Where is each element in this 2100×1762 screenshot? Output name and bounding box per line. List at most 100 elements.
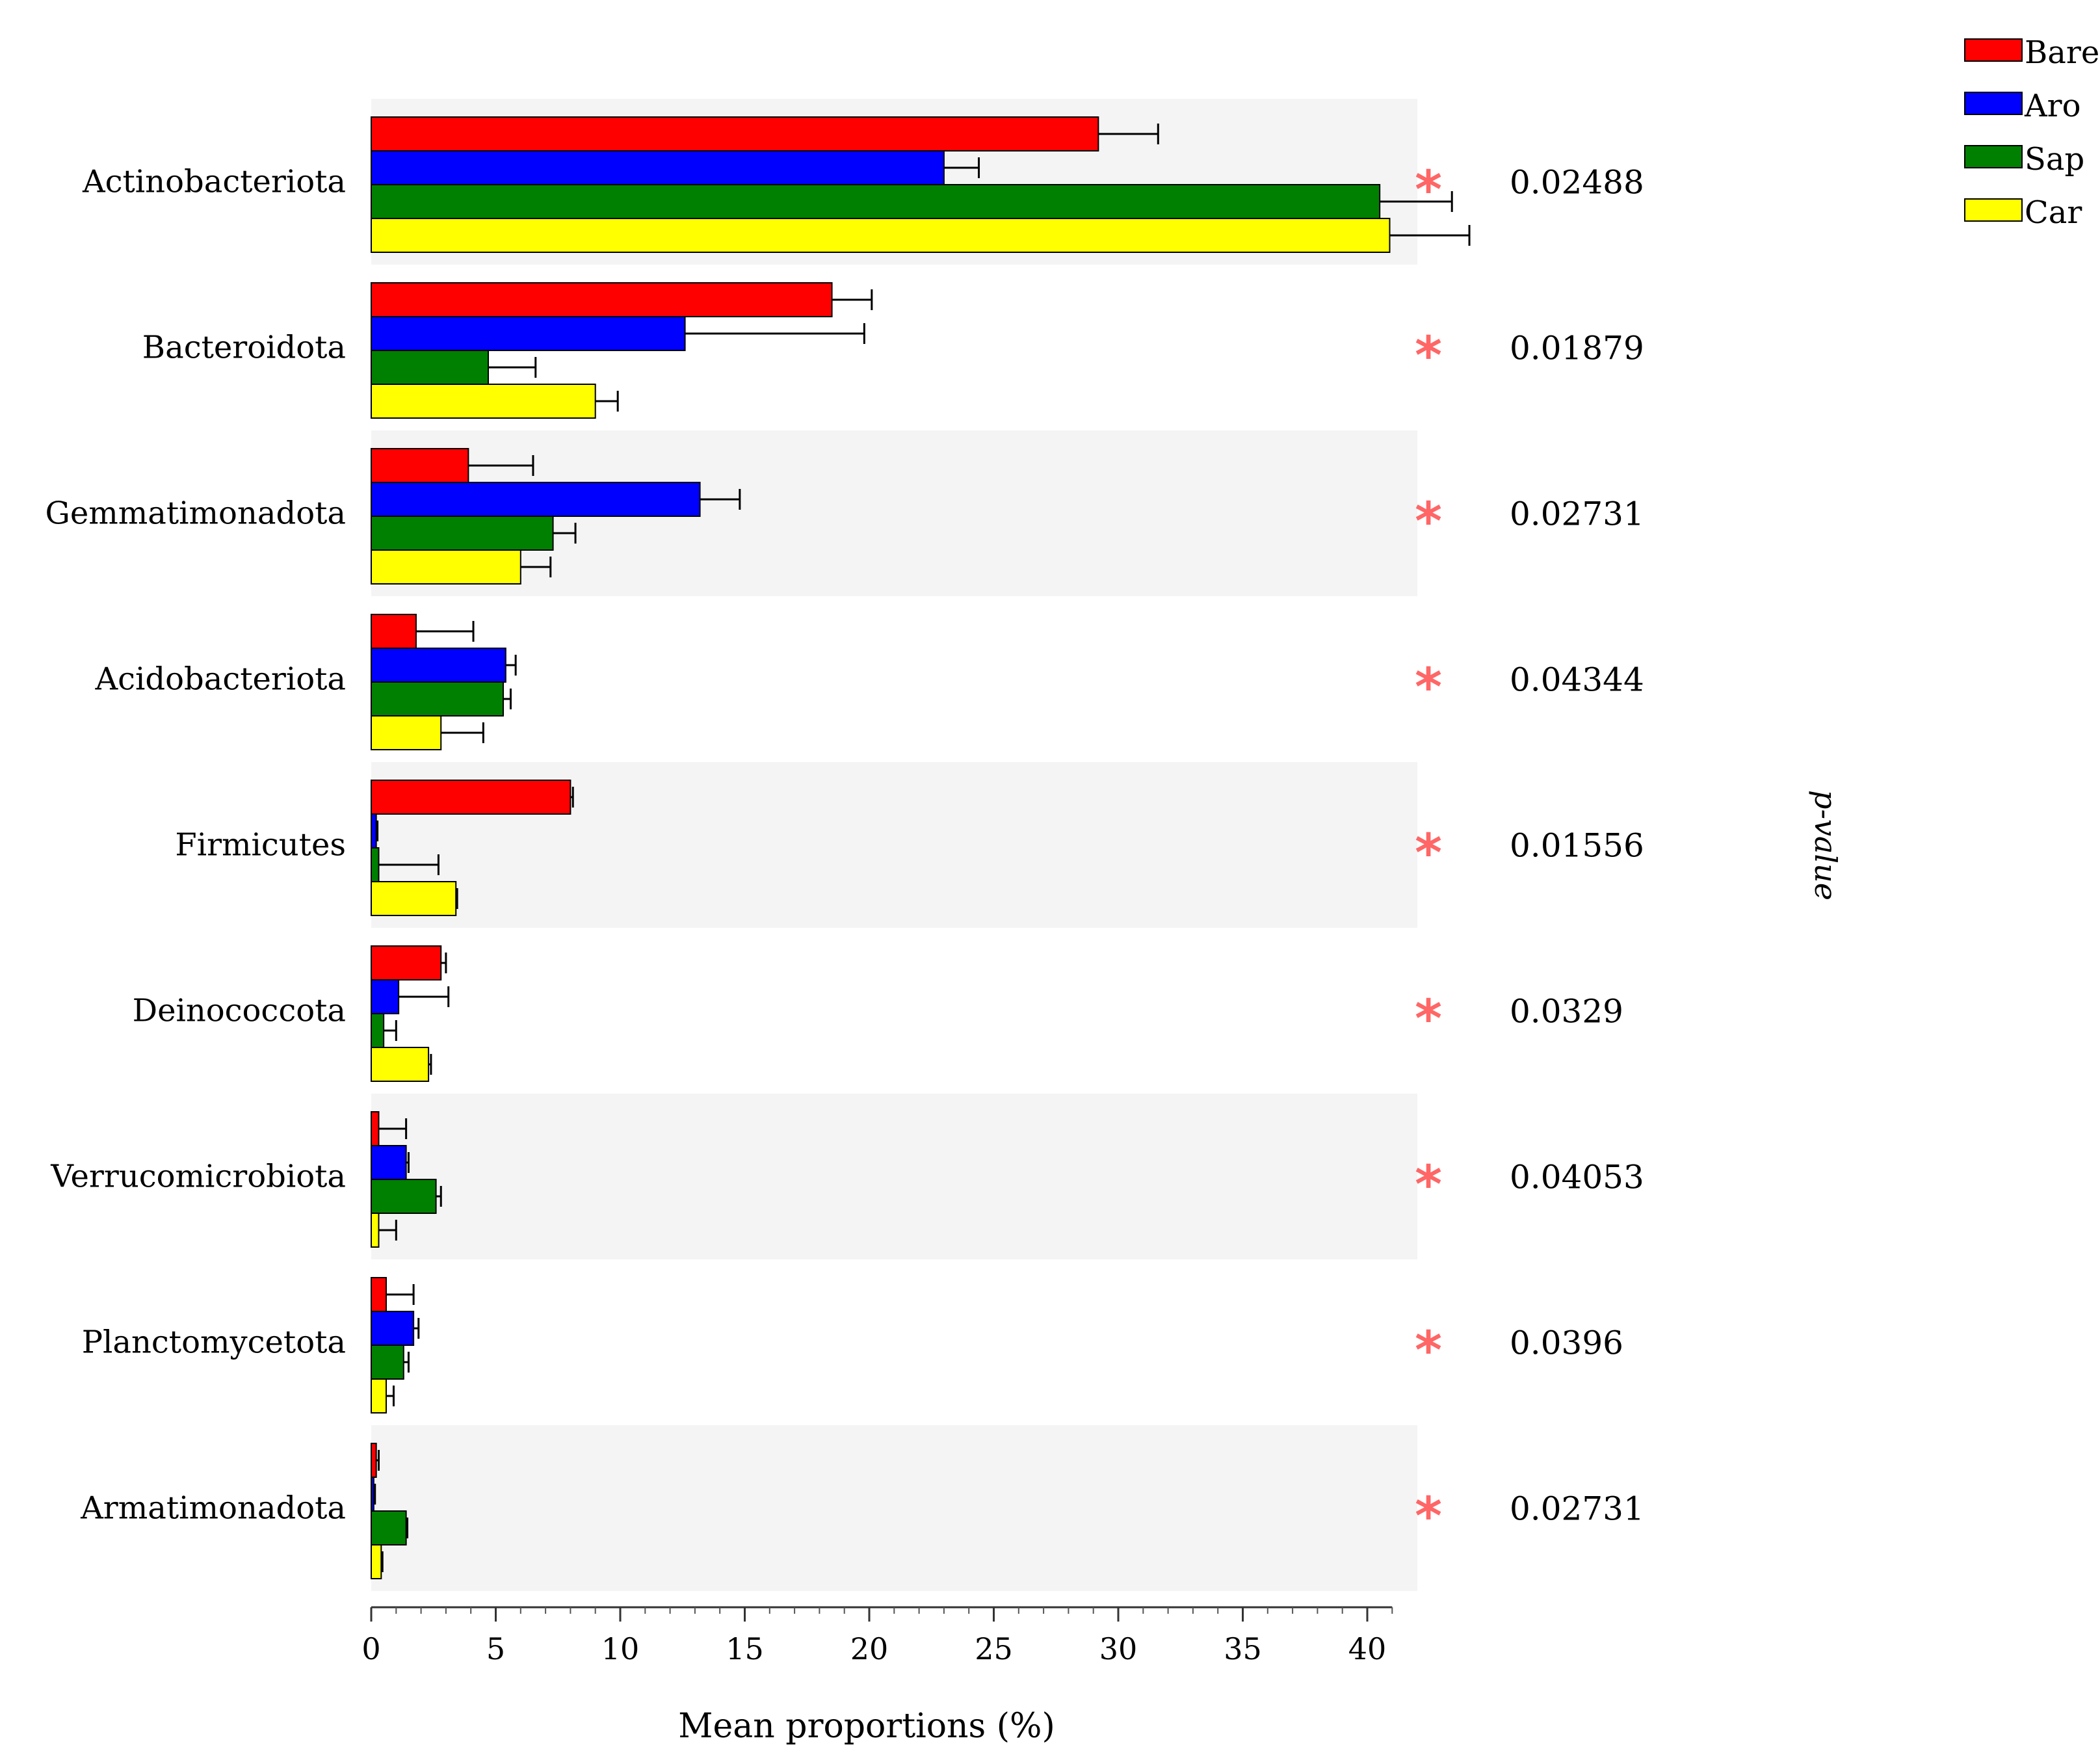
error-bar	[406, 1518, 409, 1538]
x-axis-title: Mean proportions (%)	[678, 1707, 1055, 1746]
bar-sap	[371, 1345, 404, 1380]
error-bar	[488, 357, 537, 378]
pvalue-text: 0.04344	[1510, 661, 1644, 699]
bar-aro	[371, 979, 400, 1014]
row-bands	[371, 99, 1417, 1591]
bar-car	[371, 881, 457, 916]
error-bar	[456, 888, 458, 909]
category-labels: Actinobacteriota Bacteroidota Gemmatimonad…	[45, 164, 346, 1527]
x-tick-label: 25	[975, 1631, 1013, 1666]
significance-star: *	[1415, 1486, 1442, 1547]
bar-sap	[371, 847, 380, 882]
bar-bare	[371, 780, 571, 815]
error-bar	[595, 391, 619, 412]
pvalue-text: 0.02488	[1510, 164, 1644, 202]
error-bar	[381, 1551, 384, 1572]
legend-swatch	[1964, 92, 2023, 115]
pvalue-text: 0.01556	[1510, 827, 1644, 865]
bar-car	[371, 1047, 430, 1082]
error-bar	[415, 621, 475, 642]
pvalue-text: 0.04053	[1510, 1159, 1644, 1196]
error-bar	[386, 1386, 395, 1406]
bar-bare	[371, 448, 469, 483]
bar-sap	[371, 350, 490, 385]
legend-label: Aro	[2024, 88, 2081, 124]
error-bar	[386, 1284, 415, 1305]
error-bar	[378, 1118, 408, 1139]
significance-star: *	[1415, 657, 1442, 718]
x-tick-label: 35	[1224, 1631, 1262, 1666]
x-axis: 0 5 10 15 20 25 30 35 40	[361, 1606, 1393, 1666]
significance-star: *	[1415, 989, 1442, 1049]
bar-car	[371, 1378, 387, 1414]
category-label: Bacteroidota	[142, 330, 346, 366]
error-bar	[685, 323, 865, 344]
x-tick-label: 30	[1099, 1631, 1138, 1666]
bar-sap	[371, 1510, 407, 1545]
error-bar	[832, 289, 873, 310]
error-bar	[1380, 191, 1453, 212]
bar-car	[371, 1213, 380, 1248]
error-bar	[378, 854, 440, 875]
bar-car	[371, 549, 521, 585]
bar-car	[371, 218, 1391, 253]
error-bar	[436, 1186, 442, 1207]
error-bar	[373, 1484, 376, 1505]
legend-item-aro: Aro	[1964, 88, 2081, 124]
error-bar	[378, 1220, 397, 1241]
error-bar	[503, 689, 512, 709]
bar-bare	[371, 945, 442, 980]
x-tick-label: 40	[1348, 1631, 1387, 1666]
significance-star: *	[1415, 823, 1442, 884]
bar-bare	[371, 116, 1099, 151]
x-tick-label: 5	[486, 1631, 505, 1666]
legend-swatch	[1964, 38, 2023, 62]
bar-sap	[371, 1013, 385, 1048]
legend-label: Car	[2025, 194, 2082, 231]
legend-item-bare: Bare	[1964, 34, 2099, 71]
legend-item-car: Car	[1964, 194, 2082, 231]
significance-star: *	[1415, 1321, 1442, 1381]
error-bar	[441, 953, 447, 973]
bar-sap	[371, 1179, 437, 1214]
pvalue-axis-title: p-value	[1808, 790, 1843, 901]
legend-swatch	[1964, 198, 2023, 222]
category-label: Deinococcota	[133, 993, 346, 1029]
error-bar	[428, 1054, 432, 1075]
pvalue-text: 0.0329	[1510, 993, 1623, 1031]
bar-bare	[371, 614, 417, 649]
pvalue-text: 0.01879	[1510, 330, 1644, 367]
bar-aro	[371, 813, 377, 848]
bar-car	[371, 715, 442, 750]
error-bar	[943, 157, 980, 178]
bar-aro	[371, 1311, 415, 1346]
significance-star: *	[1415, 1155, 1442, 1215]
error-bar	[553, 523, 577, 544]
pvalue-text: 0.02731	[1510, 495, 1644, 533]
bar-aro	[371, 1477, 374, 1512]
error-bar	[700, 489, 741, 510]
category-label: Armatimonadota	[80, 1490, 346, 1527]
error-bar	[399, 986, 450, 1007]
x-tick-label: 15	[726, 1631, 764, 1666]
significance-star: *	[1415, 160, 1442, 220]
error-bar	[384, 1020, 397, 1041]
bar-aro	[371, 482, 701, 517]
pvalue-labels: 0.02488 0.01879 0.02731 0.04344 0.01556 0.032…	[1510, 164, 1644, 1528]
error-bar	[520, 557, 552, 577]
error-bar	[1098, 124, 1159, 144]
significance-star: *	[1415, 492, 1442, 552]
legend: Bare Aro Sap Car	[1964, 34, 2099, 231]
category-label: Gemmatimonadota	[45, 495, 346, 532]
error-bar	[441, 722, 484, 743]
error-bar	[413, 1318, 420, 1339]
bar-aro	[371, 316, 686, 351]
bar-aro	[371, 150, 945, 185]
category-label: Acidobacteriota	[94, 661, 346, 698]
x-tick-label: 0	[361, 1631, 380, 1666]
pvalue-text: 0.02731	[1510, 1490, 1644, 1528]
row-band	[371, 1094, 1417, 1259]
legend-item-sap: Sap	[1964, 141, 2084, 178]
error-bar	[505, 655, 517, 676]
error-bars	[373, 124, 1471, 1572]
